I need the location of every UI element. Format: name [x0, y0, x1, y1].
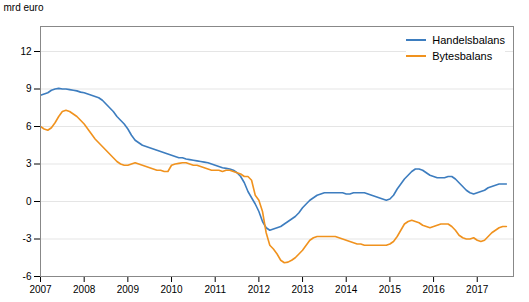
html-text:Handelsbalans: Handelsbalans [432, 34, 505, 46]
svg-text:-6: -6 [23, 271, 32, 282]
svg-text:-3: -3 [23, 233, 32, 244]
svg-text:mrd euro: mrd euro [4, 2, 44, 13]
svg-text:2012: 2012 [248, 284, 271, 295]
svg-text:0: 0 [26, 196, 32, 207]
svg-text:6: 6 [26, 121, 32, 132]
svg-text:2014: 2014 [335, 284, 358, 295]
svg-text:2013: 2013 [291, 284, 314, 295]
svg-text:12: 12 [20, 46, 32, 57]
svg-text:2015: 2015 [379, 284, 402, 295]
html-text:Bytesbalans: Bytesbalans [432, 50, 493, 62]
svg-text:2008: 2008 [73, 284, 96, 295]
svg-text:2007: 2007 [29, 284, 52, 295]
svg-text:3: 3 [26, 158, 32, 169]
svg-text:2017: 2017 [466, 284, 489, 295]
svg-text:9: 9 [26, 83, 32, 94]
svg-text:2016: 2016 [422, 284, 445, 295]
svg-text:2010: 2010 [160, 284, 183, 295]
svg-text:2011: 2011 [204, 284, 226, 295]
svg-text:2009: 2009 [117, 284, 140, 295]
